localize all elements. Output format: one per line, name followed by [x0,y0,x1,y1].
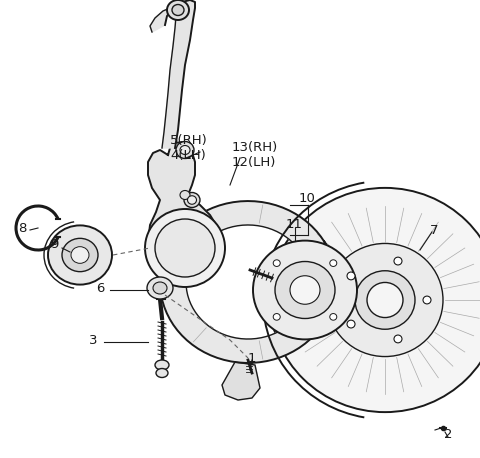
Ellipse shape [253,240,357,339]
Ellipse shape [145,209,225,287]
Ellipse shape [184,192,200,207]
Text: 5(RH)
4(LH): 5(RH) 4(LH) [170,134,208,162]
Ellipse shape [330,260,337,267]
Polygon shape [160,201,336,363]
Ellipse shape [347,320,355,328]
Ellipse shape [273,314,280,320]
Polygon shape [222,362,260,400]
Polygon shape [150,0,195,148]
Ellipse shape [167,0,189,20]
Text: 8: 8 [18,222,26,234]
Ellipse shape [147,277,173,299]
Text: 2: 2 [444,429,452,442]
Text: 13(RH)
12(LH): 13(RH) 12(LH) [232,141,278,169]
Ellipse shape [270,188,480,412]
Ellipse shape [155,360,169,370]
Ellipse shape [355,271,415,329]
Ellipse shape [327,244,443,356]
Ellipse shape [176,142,194,158]
Ellipse shape [347,272,355,280]
Ellipse shape [394,335,402,343]
Ellipse shape [290,276,320,304]
Text: 10: 10 [299,191,315,205]
Text: 11: 11 [286,218,302,231]
Ellipse shape [423,296,431,304]
Text: 7: 7 [430,224,438,236]
Ellipse shape [330,314,337,320]
Ellipse shape [155,219,215,277]
Text: 9: 9 [50,238,58,251]
Ellipse shape [172,5,184,16]
Ellipse shape [48,225,112,284]
Ellipse shape [394,257,402,265]
Ellipse shape [275,262,335,318]
Ellipse shape [188,196,196,204]
Text: 3: 3 [89,333,97,347]
Ellipse shape [153,282,167,294]
Ellipse shape [62,238,98,272]
Ellipse shape [71,247,89,263]
Ellipse shape [180,146,190,154]
Ellipse shape [367,283,403,317]
Ellipse shape [273,260,280,267]
Ellipse shape [180,191,190,200]
Ellipse shape [156,369,168,377]
Polygon shape [148,142,220,278]
Text: 6: 6 [96,282,104,294]
Text: 1: 1 [248,351,256,365]
